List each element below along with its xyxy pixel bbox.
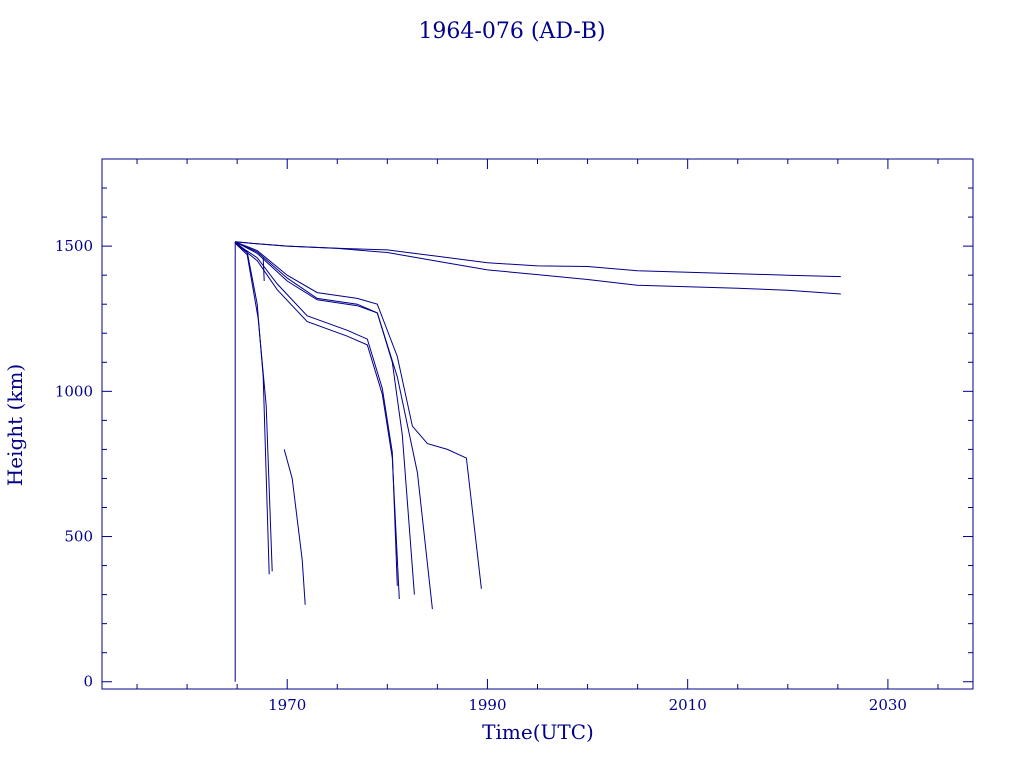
series-group — [234, 241, 841, 682]
y-tick-label: 1500 — [55, 237, 93, 255]
axis-ticks: 1970 1990 2010 2030 0 500 1000 1500 — [55, 158, 973, 714]
series-line-2 — [234, 241, 270, 575]
x-tick-label: 1990 — [468, 696, 506, 714]
series-line-11 — [235, 241, 841, 278]
x-axis-label: Time(UTC) — [482, 720, 594, 744]
y-axis-label: Height (km) — [3, 364, 27, 486]
series-line-6 — [234, 242, 400, 600]
x-tick-label: 2030 — [869, 696, 907, 714]
series-line-3 — [234, 242, 273, 572]
series-line-5 — [283, 449, 306, 605]
y-tick-label: 500 — [64, 528, 93, 546]
y-tick-label: 0 — [83, 673, 93, 691]
series-line-12 — [235, 241, 841, 295]
series-line-10 — [235, 241, 482, 589]
chart-title: 1964-076 (AD-B) — [418, 19, 605, 44]
series-line-8 — [234, 241, 415, 595]
y-tick-label: 1000 — [55, 382, 93, 400]
x-tick-label: 1970 — [268, 696, 306, 714]
series-line-9 — [234, 241, 433, 610]
x-tick-label: 2010 — [669, 696, 707, 714]
series-line-7 — [234, 242, 398, 586]
plot-frame — [101, 158, 974, 690]
